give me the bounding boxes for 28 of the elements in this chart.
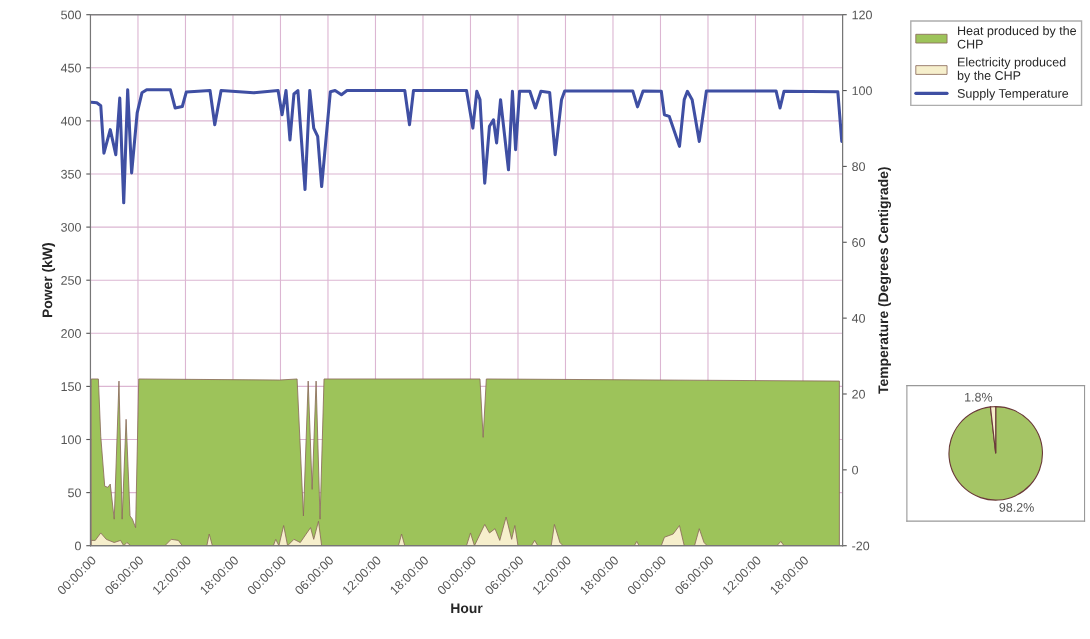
data-label: 98.2% — [999, 502, 1034, 512]
legend-label: Heat produced by the CHP — [957, 25, 1077, 49]
y2-tick-label: 40 — [851, 313, 866, 323]
y-tick-label: 0 — [74, 541, 81, 551]
y2-tick-label: 0 — [852, 465, 859, 475]
y-tick-label: 300 — [61, 222, 81, 232]
y-tick-label: 100 — [61, 435, 81, 445]
legend-label: Supply Temperature — [957, 88, 1069, 101]
y2-tick-label: 120 — [852, 10, 872, 20]
pie-slice — [948, 406, 1044, 501]
y-tick-label: 200 — [61, 329, 81, 338]
y-tick-label: 400 — [60, 116, 81, 126]
y-tick-label: 500 — [61, 10, 81, 20]
y-tick-label: 450 — [60, 63, 81, 73]
y2-tick-label: 20 — [852, 389, 866, 399]
y-axis-title: Power (kW) — [42, 243, 56, 318]
data-label: 1.8% — [965, 392, 993, 402]
y2-tick-label: -20 — [852, 541, 870, 551]
y-tick-label: 350 — [61, 169, 81, 179]
legend-label: Electricity produced by the CHP — [957, 57, 1066, 83]
y2-axis-title: Temperature (Degrees Centigrade) — [878, 167, 892, 394]
y2-tick-label: 60 — [852, 238, 866, 247]
x-axis-title: Hour — [451, 603, 483, 614]
y-tick-label: 50 — [68, 488, 81, 498]
y2-tick-label: 100 — [852, 86, 872, 96]
y-tick-label: 250 — [61, 276, 81, 285]
y2-tick-label: 80 — [852, 162, 866, 172]
y-tick-label: 150 — [61, 382, 81, 392]
